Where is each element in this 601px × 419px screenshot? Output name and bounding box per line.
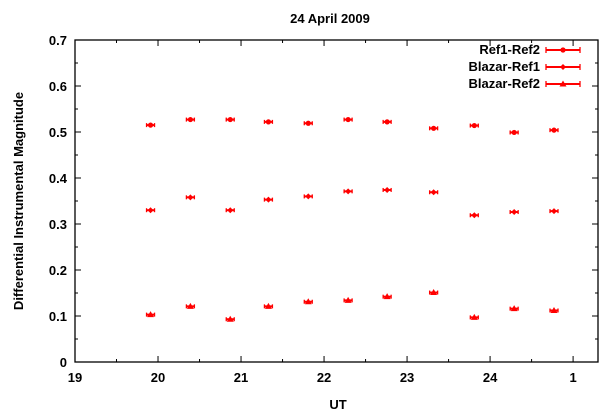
x-tick-label: 24 — [483, 370, 498, 385]
legend-label: Blazar-Ref2 — [468, 76, 540, 91]
data-point — [384, 186, 391, 193]
data-point — [550, 306, 558, 313]
data-point — [264, 302, 272, 309]
x-tick-label: 19 — [68, 370, 82, 385]
data-point — [345, 188, 352, 195]
data-point — [511, 209, 518, 216]
y-tick-label: 0.5 — [49, 125, 67, 140]
y-axis-ticks: 0 0.1 0.2 0.3 0.4 0.5 0.6 0.7 — [49, 33, 598, 370]
y-tick-label: 0.1 — [49, 309, 67, 324]
data-point — [471, 122, 477, 129]
data-point — [551, 208, 558, 215]
x-tick-label: 1 — [569, 370, 576, 385]
legend: Ref1-Ref2 Blazar-Ref1 Blazar-Ref2 — [468, 42, 581, 91]
legend-label: Ref1-Ref2 — [479, 42, 540, 57]
data-point — [226, 315, 234, 322]
data-point — [470, 313, 478, 320]
data-points-layer — [145, 116, 559, 322]
y-tick-label: 0.3 — [49, 217, 67, 232]
data-point — [147, 122, 154, 128]
data-point — [187, 194, 194, 201]
data-point — [471, 212, 478, 219]
data-point — [551, 127, 557, 133]
data-point — [510, 305, 518, 312]
y-tick-label: 0.7 — [49, 33, 67, 48]
x-tick-label: 23 — [400, 370, 414, 385]
data-point — [227, 207, 234, 214]
x-tick-label: 20 — [151, 370, 165, 385]
data-point — [187, 116, 193, 123]
legend-marker — [560, 47, 566, 53]
y-tick-label: 0.2 — [49, 263, 67, 278]
data-point — [305, 193, 312, 200]
data-point — [511, 129, 517, 136]
legend-marker — [560, 64, 566, 70]
data-point — [304, 298, 312, 305]
x-axis-label: UT — [329, 397, 346, 412]
y-axis-label: Differential Instrumental Magnitude — [11, 92, 26, 310]
legend-marker — [559, 80, 567, 87]
data-point — [345, 116, 351, 123]
x-tick-label: 21 — [234, 370, 248, 385]
data-point — [430, 189, 437, 196]
data-point — [384, 119, 390, 125]
data-point — [431, 125, 437, 131]
x-tick-label: 22 — [317, 370, 331, 385]
data-point — [186, 302, 194, 309]
data-point — [305, 120, 311, 126]
data-point — [430, 289, 438, 296]
data-point — [227, 116, 233, 123]
x-axis-ticks: 19 20 21 22 23 24 1 — [68, 40, 577, 385]
chart-title: 24 April 2009 — [290, 11, 370, 26]
y-tick-label: 0.4 — [49, 171, 68, 186]
data-point — [383, 293, 391, 300]
y-tick-label: 0.6 — [49, 79, 67, 94]
legend-label: Blazar-Ref1 — [468, 59, 540, 74]
data-point — [344, 296, 352, 303]
data-point — [147, 311, 155, 318]
data-point — [265, 119, 272, 125]
y-tick-label: 0 — [60, 355, 67, 370]
data-point — [265, 196, 272, 203]
data-point — [147, 207, 154, 214]
